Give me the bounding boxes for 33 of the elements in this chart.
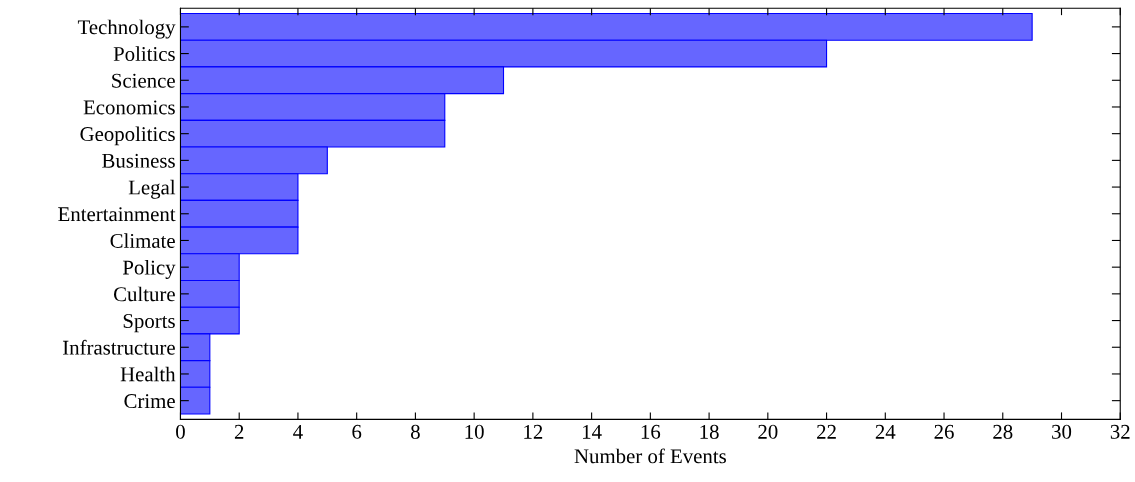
x-tick-label: 22 [817,424,836,439]
y-tick-label: Policy [122,259,176,279]
y-tick-label: Technology [77,19,176,39]
x-tick-label: 18 [700,424,719,439]
y-tick-label: Entertainment [58,207,176,222]
x-tick-label: 2 [234,424,244,439]
x-tick-label: 14 [583,424,602,439]
x-tick-label: 20 [758,424,778,439]
x-tick-label: 30 [1052,424,1072,439]
x-tick-label: 24 [875,424,896,439]
y-tick-label: Sports [123,313,175,333]
y-tick-label: Economics [83,100,175,115]
y-tick-label: Crime [124,394,175,409]
x-tick-label: 26 [934,424,954,439]
y-tick-label: Politics [113,46,175,62]
y-tick-label: Legal [128,179,176,199]
y-tick-label: Business [102,153,175,168]
y-tick-label: Science [112,73,175,88]
x-tick-label: 10 [465,424,484,439]
x-tick-label: 4 [293,424,303,439]
x-tick-label: 8 [411,424,420,439]
x-tick-label: 12 [524,424,543,439]
y-tick-label: Health [120,366,176,382]
y-tick-label: Climate [110,233,175,248]
x-axis-title: Number of Events [574,448,726,464]
y-tick-label: Culture [113,286,175,302]
y-tick-label: Geopolitics [80,126,175,146]
x-tick-label: 32 [1110,424,1130,439]
x-tick-label: 0 [176,424,185,439]
x-tick-label: 16 [641,424,661,439]
y-tick-label: Infrastructure [62,339,175,355]
x-tick-label: 28 [993,424,1013,439]
x-tick-label: 6 [352,424,362,439]
